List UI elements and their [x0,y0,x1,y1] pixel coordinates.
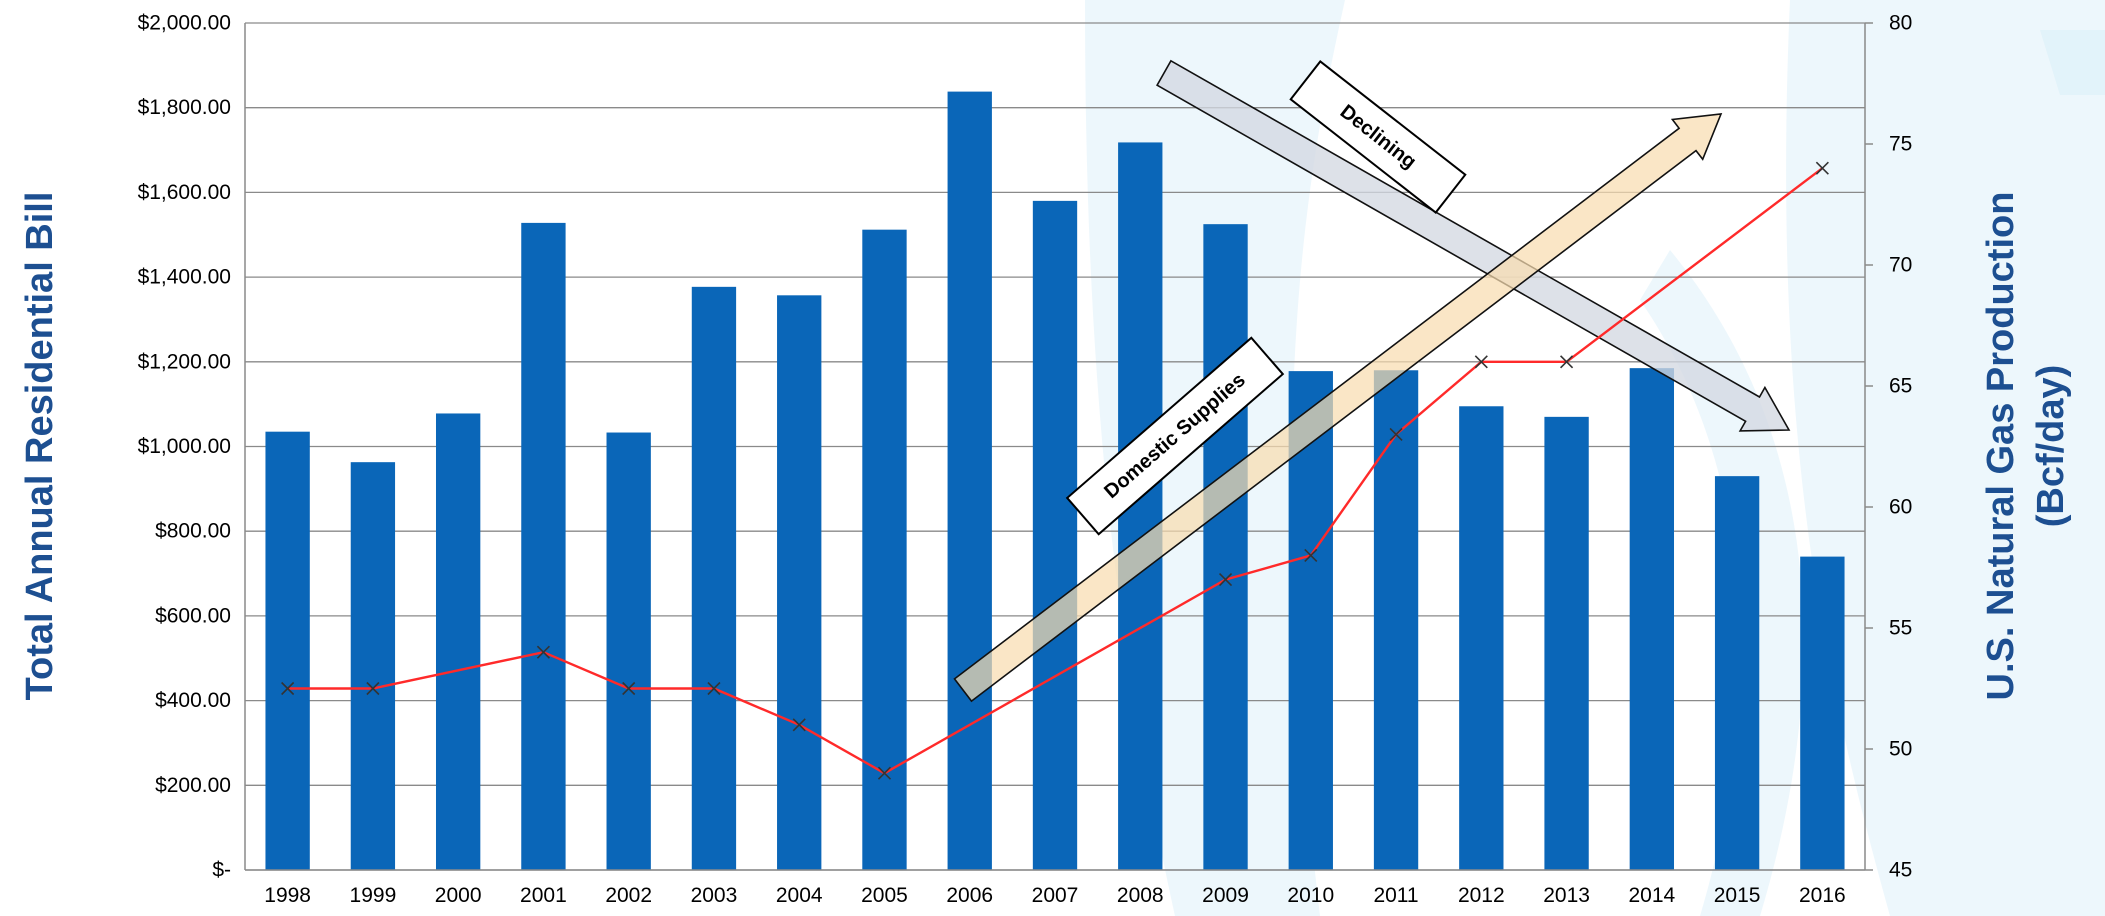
y-tick-label: $400.00 [155,689,231,712]
declining-callout: Declining [1289,60,1467,214]
bar [947,91,992,871]
x-tick-label: 2010 [1287,884,1334,907]
y2-tick-label: 70 [1889,254,1912,277]
y-axis-ticks: $- $200.00 $400.00 $600.00 $800.00 $1,000.00 $… [138,12,231,882]
x-tick-label: 2003 [691,884,738,907]
line-marker [366,681,380,696]
line-marker [707,681,721,696]
y-tick-label: $1,800.00 [138,96,231,119]
x-tick-label: 2007 [1032,884,1079,907]
y-tick-label: $200.00 [155,774,231,797]
bar [1800,556,1845,870]
y-axis-title: Total Annual Residential Bill [19,192,61,701]
line-marker [1389,427,1403,441]
y-tick-label: $- [212,859,231,882]
y-tick-label: $1,200.00 [138,350,231,373]
x-tick-label: 1999 [350,884,397,907]
y2-axis-title-line1: U.S. Natural Gas Production [1980,192,2022,701]
x-tick-label: 2013 [1543,884,1590,907]
line-marker [281,681,295,696]
declining-arrow [1156,59,1791,432]
y2-tick-label: 45 [1889,859,1912,882]
bar [1373,370,1419,870]
bar [265,431,310,870]
y2-tick-label: 50 [1889,738,1912,761]
bar [606,432,651,870]
line-marker [1560,355,1574,369]
bar-series [265,91,1845,871]
bar [1544,416,1589,870]
x-tick-label: 2009 [1202,884,1249,907]
x-tick-label: 2006 [946,884,993,907]
y2-axis-title-line2: (Bcf/day) [2030,365,2072,528]
domestic-supplies-arrow [953,113,1723,703]
y-tick-label: $1,400.00 [138,266,231,289]
line-marker [536,645,550,659]
x-tick-label: 2002 [605,884,652,907]
x-tick-label: 2005 [861,884,908,907]
y2-tick-label: 60 [1889,496,1912,519]
y-tick-label: $1,000.00 [138,435,231,458]
line-markers [281,161,1829,780]
bar [1714,476,1760,870]
y-tick-label: $800.00 [155,520,231,543]
plot-frame [244,23,1866,871]
x-tick-label: 2004 [776,884,823,907]
line-marker [1474,355,1488,369]
bar [350,462,396,870]
y2-tick-label: 80 [1889,12,1912,35]
y2-tick-label: 55 [1889,617,1912,640]
line-marker [792,718,806,732]
bar [1032,200,1078,870]
y-tick-label: $1,600.00 [138,181,231,204]
y-tick-label: $2,000.00 [138,12,231,35]
bar [777,295,822,870]
x-tick-label: 2011 [1373,884,1418,907]
bar [691,286,737,870]
x-tick-label: 2008 [1117,884,1164,907]
bar [1203,224,1248,871]
x-tick-label: 2001 [520,884,567,907]
bar [435,413,481,870]
y2-axis-ticks: 45 50 55 60 65 70 75 80 [1865,12,1912,882]
x-tick-label: 1998 [264,884,311,907]
line-marker [1218,573,1233,587]
x-tick-label: 2000 [435,884,482,907]
x-tick-label: 2012 [1458,884,1505,907]
bar [862,229,907,871]
x-tick-label: 2014 [1628,884,1675,907]
line-marker [622,681,636,696]
bar [1629,368,1675,870]
bar [1459,406,1504,870]
y2-tick-label: 75 [1889,133,1912,156]
y2-tick-label: 65 [1889,375,1912,398]
y-tick-label: $600.00 [155,604,231,627]
line-marker [877,766,892,780]
line-marker [1304,548,1318,562]
bar [521,222,566,871]
x-axis-ticks: 1998 1999 2000 2001 2002 2003 2004 2005 2006 2007… [264,884,1845,907]
x-tick-label: 2015 [1714,884,1761,907]
x-tick-label: 2016 [1799,884,1846,907]
line-marker [1815,161,1829,175]
